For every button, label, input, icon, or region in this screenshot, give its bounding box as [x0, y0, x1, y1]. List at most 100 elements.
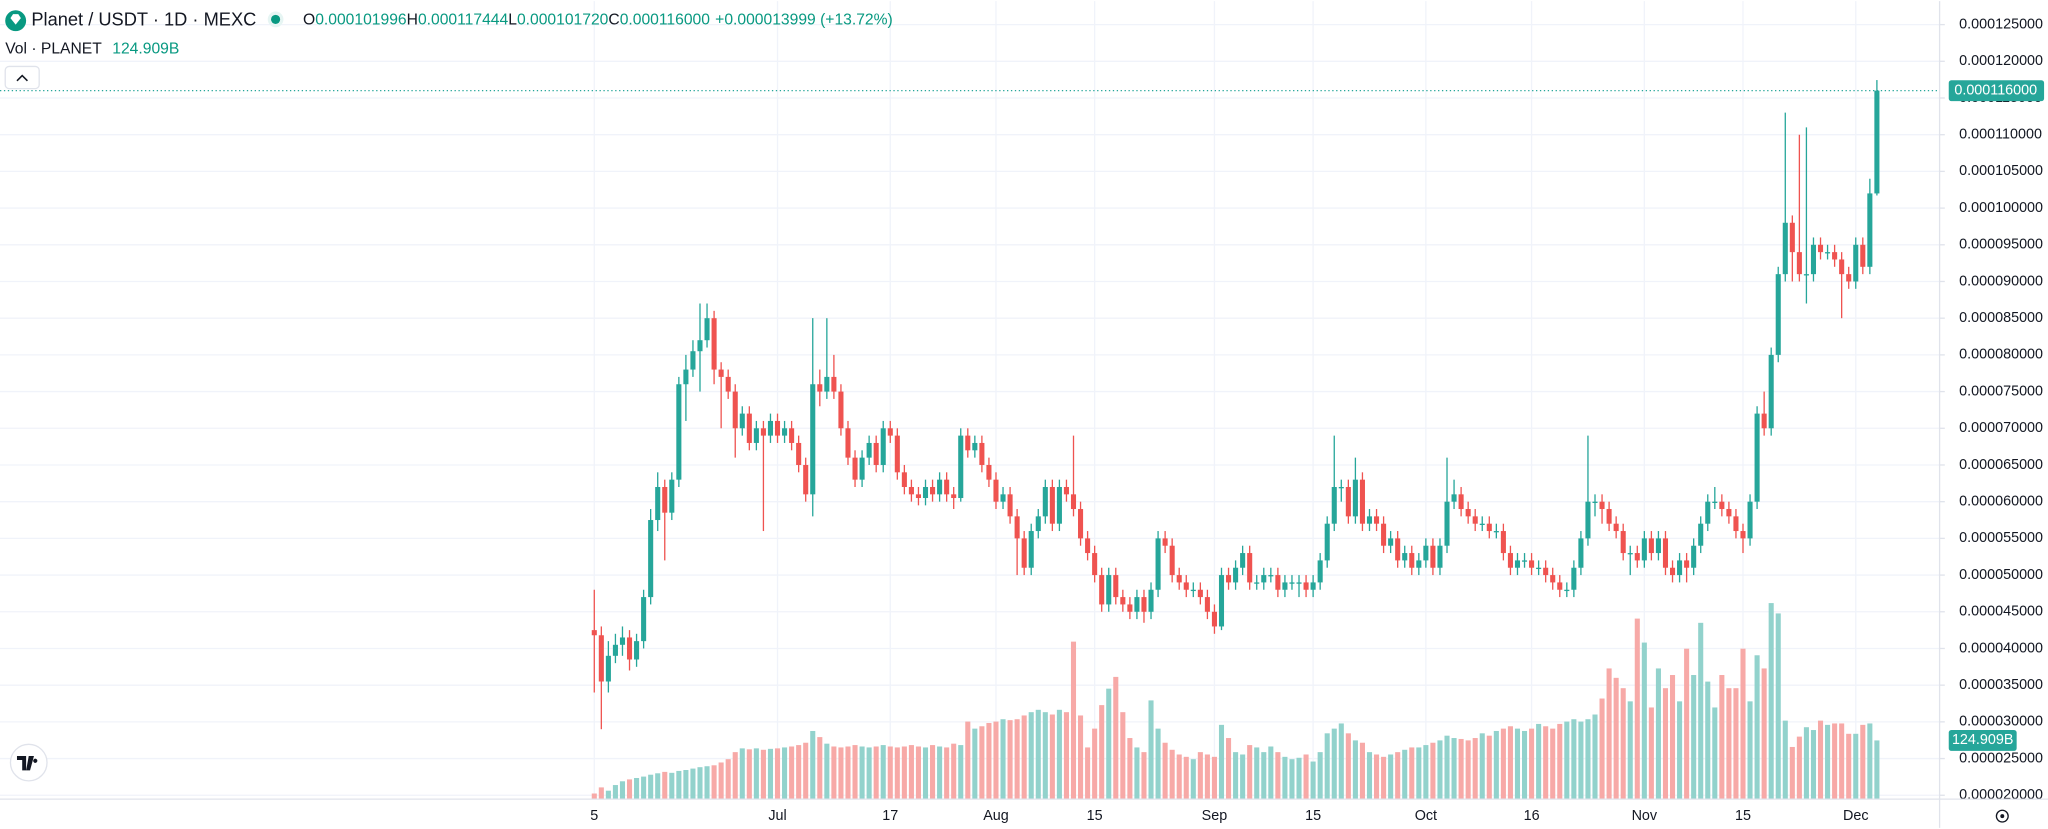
volume-bar: [951, 743, 957, 800]
candle-body: [711, 318, 717, 370]
volume-bar: [1261, 752, 1267, 800]
y-tick-label: 0.000125000: [1959, 16, 2043, 32]
tv-logo[interactable]: [9, 743, 48, 782]
candle-body: [1169, 545, 1175, 576]
candle-body: [1303, 582, 1309, 590]
volume-bar: [852, 745, 858, 800]
candle-body: [1789, 222, 1795, 253]
candle-body: [1233, 567, 1239, 583]
settings-button[interactable]: [1995, 809, 2009, 823]
candle-body: [1155, 538, 1161, 590]
volume-name: Vol · PLANET: [5, 41, 102, 58]
candle-body: [1416, 560, 1422, 568]
volume-bar: [774, 748, 781, 800]
volume-bar: [880, 745, 886, 800]
volume-bar: [1345, 733, 1351, 800]
candle-body: [1176, 575, 1182, 583]
candle-body: [725, 376, 731, 392]
volume-bar: [1543, 726, 1549, 800]
volume-bar: [1395, 752, 1401, 800]
volume-bar: [1860, 724, 1866, 800]
ohlc-values: O0.000101996H0.000117444L0.000101720C0.0…: [303, 12, 893, 29]
volume-bar: [1712, 707, 1718, 800]
volume-bar: [1240, 754, 1246, 800]
volume-bar: [993, 721, 999, 800]
candle-body: [1226, 575, 1232, 583]
candle-body: [676, 384, 682, 480]
candle-body: [1296, 582, 1302, 584]
volume-bar: [1684, 648, 1690, 800]
candle-body: [1402, 553, 1408, 561]
volume-bar: [1085, 747, 1091, 800]
volume-bar: [1571, 719, 1577, 800]
candle-body: [1444, 501, 1450, 546]
candle-body: [1423, 545, 1429, 561]
candle-body: [760, 428, 766, 436]
candle-body: [979, 442, 985, 465]
candle-body: [1846, 274, 1852, 282]
candle-body: [753, 428, 759, 443]
candle-body: [655, 486, 661, 521]
candle-body: [1796, 252, 1802, 275]
x-tick-label: 15: [1735, 808, 1751, 824]
volume-bar: [1007, 720, 1013, 800]
volume-bar: [873, 746, 879, 800]
volume-bar: [1536, 723, 1542, 800]
volume-bar: [1148, 700, 1154, 800]
volume-bar: [1507, 726, 1513, 800]
volume-bar: [1430, 742, 1436, 800]
candle-body: [1254, 582, 1260, 584]
volume-bar: [725, 759, 731, 800]
candle-body: [648, 520, 654, 598]
volume-bar: [1754, 655, 1760, 800]
candle-body: [1825, 252, 1831, 254]
candle-body: [1113, 575, 1119, 598]
candle-body: [1197, 589, 1203, 598]
symbol-title: Planet / USDT · 1D · MEXC: [31, 9, 256, 30]
volume-bar: [1409, 747, 1415, 800]
collapse-button[interactable]: [4, 65, 40, 90]
volume-bar: [612, 785, 618, 800]
volume-bar: [1733, 688, 1739, 800]
volume-bar: [683, 770, 689, 800]
volume-bar: [1063, 712, 1069, 800]
candle-body: [1374, 516, 1380, 524]
candle-body: [1761, 413, 1767, 429]
volume-bar: [845, 746, 851, 800]
candle-body: [965, 435, 971, 451]
volume-bar: [1817, 720, 1824, 800]
volume-bar: [1190, 759, 1196, 800]
volume-bar: [1465, 740, 1471, 800]
y-tick-label: 0.000075000: [1959, 383, 2043, 399]
volume-bar: [1289, 759, 1295, 800]
candle-body: [1543, 567, 1549, 576]
ohlc-value: 0.000101720: [517, 12, 609, 29]
candle-body: [1557, 582, 1563, 590]
candle-body: [937, 479, 943, 495]
candle-body: [1571, 567, 1577, 590]
volume-bar: [1832, 723, 1838, 800]
candle-body: [1627, 553, 1633, 555]
candle-body: [1204, 597, 1210, 612]
volume-bar: [1282, 756, 1288, 800]
candle-body: [1839, 259, 1845, 275]
y-tick-label: 0.000070000: [1959, 420, 2043, 436]
volume-bar: [1374, 754, 1380, 800]
candle-body: [1268, 575, 1274, 577]
volume-bar: [965, 721, 971, 800]
candle-body: [1218, 575, 1225, 627]
volume-bar: [669, 772, 675, 800]
y-tick-label: 0.000120000: [1959, 53, 2043, 69]
candle-body: [1698, 523, 1704, 546]
candle-body: [1092, 553, 1098, 576]
volume-bar: [1578, 721, 1584, 800]
candle-body: [1817, 244, 1824, 253]
candle-body: [1162, 538, 1168, 546]
candle-body: [591, 630, 597, 636]
settings-dot: [2000, 814, 2005, 819]
candle-body: [1747, 501, 1753, 539]
volume-bar: [1585, 719, 1591, 800]
volume-bar: [817, 737, 823, 800]
candle-body: [1662, 538, 1669, 568]
volume-bar: [1183, 756, 1189, 800]
